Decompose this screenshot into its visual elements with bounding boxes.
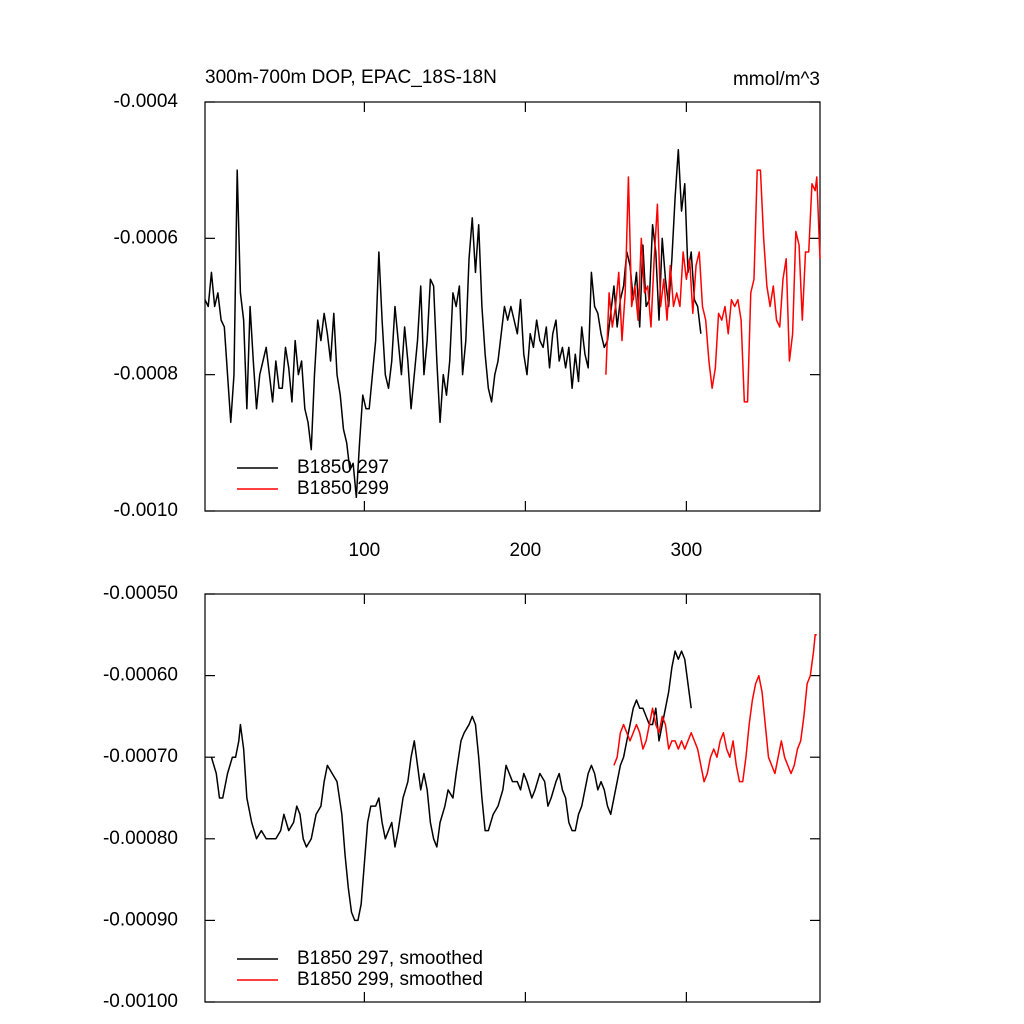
series-line bbox=[605, 169, 821, 403]
plot-frame bbox=[204, 101, 821, 512]
x-tick-label: 100 bbox=[349, 540, 381, 561]
series-line bbox=[210, 650, 692, 922]
x-tick-label: 200 bbox=[510, 540, 542, 561]
legend-label: B1850 297, smoothed bbox=[297, 948, 483, 969]
y-tick-label: -0.00080 bbox=[103, 828, 178, 849]
legend-label: B1850 299 bbox=[297, 478, 389, 499]
y-tick-label: -0.0008 bbox=[114, 364, 178, 385]
x-tick-label: 300 bbox=[671, 540, 703, 561]
y-tick-label: -0.00070 bbox=[103, 746, 178, 767]
y-tick-label: -0.00050 bbox=[103, 583, 178, 604]
chart-title: 300m-700m DOP, EPAC_18S-18N bbox=[205, 67, 497, 88]
y-tick-label: -0.0010 bbox=[114, 500, 178, 521]
y-tick-label: -0.00090 bbox=[103, 909, 178, 930]
legend-label: B1850 299, smoothed bbox=[297, 969, 483, 990]
y-tick-label: -0.00060 bbox=[103, 665, 178, 686]
units-label: mmol/m^3 bbox=[733, 69, 820, 90]
series-line bbox=[204, 148, 702, 499]
series-line bbox=[613, 634, 817, 783]
y-tick-label: -0.0006 bbox=[114, 227, 178, 248]
y-tick-label: -0.0004 bbox=[114, 91, 179, 112]
y-tick-label: -0.00100 bbox=[103, 991, 178, 1012]
legend-label: B1850 297 bbox=[297, 457, 389, 478]
plot-frame bbox=[204, 593, 821, 1003]
